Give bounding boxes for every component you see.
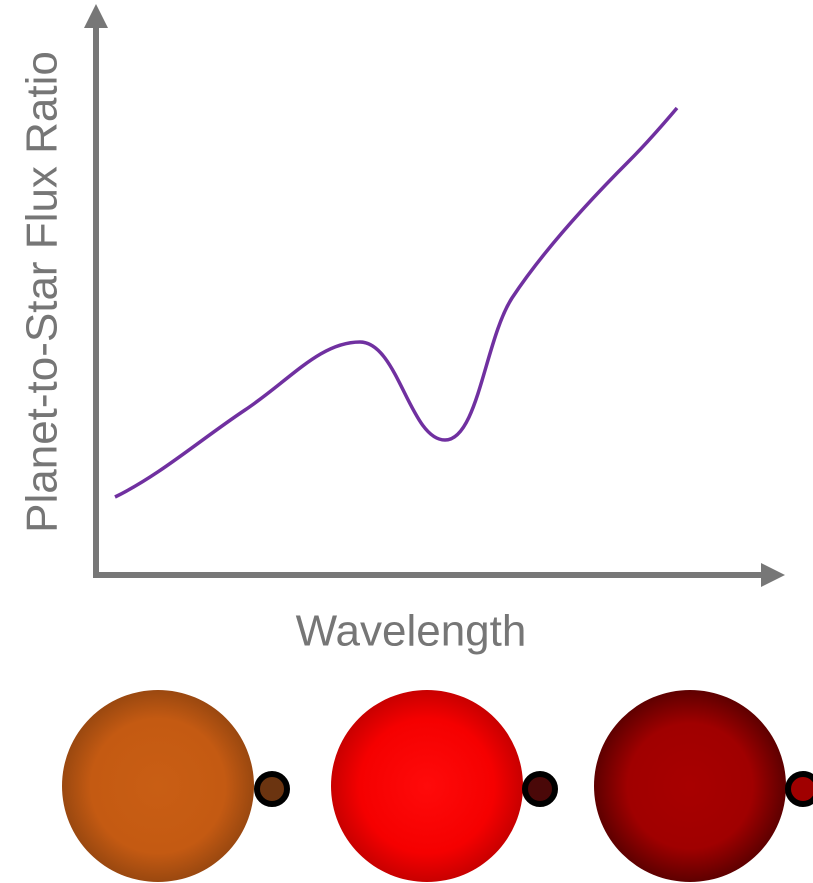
star [594, 690, 786, 882]
page: Planet-to-Star Flux Ratio Wavelength (()… [0, 0, 813, 883]
y-axis-label: Planet-to-Star Flux Ratio [18, 51, 67, 533]
planet [788, 774, 813, 804]
y-axis-arrow [84, 4, 108, 28]
star [331, 690, 523, 882]
planet [257, 774, 287, 804]
x-axis-label: Wavelength [296, 607, 527, 656]
star [62, 690, 254, 882]
planet [525, 774, 555, 804]
spectrum-curve [115, 108, 677, 497]
x-axis-arrow [761, 563, 785, 587]
diagram: Planet-to-Star Flux Ratio Wavelength [0, 0, 813, 883]
